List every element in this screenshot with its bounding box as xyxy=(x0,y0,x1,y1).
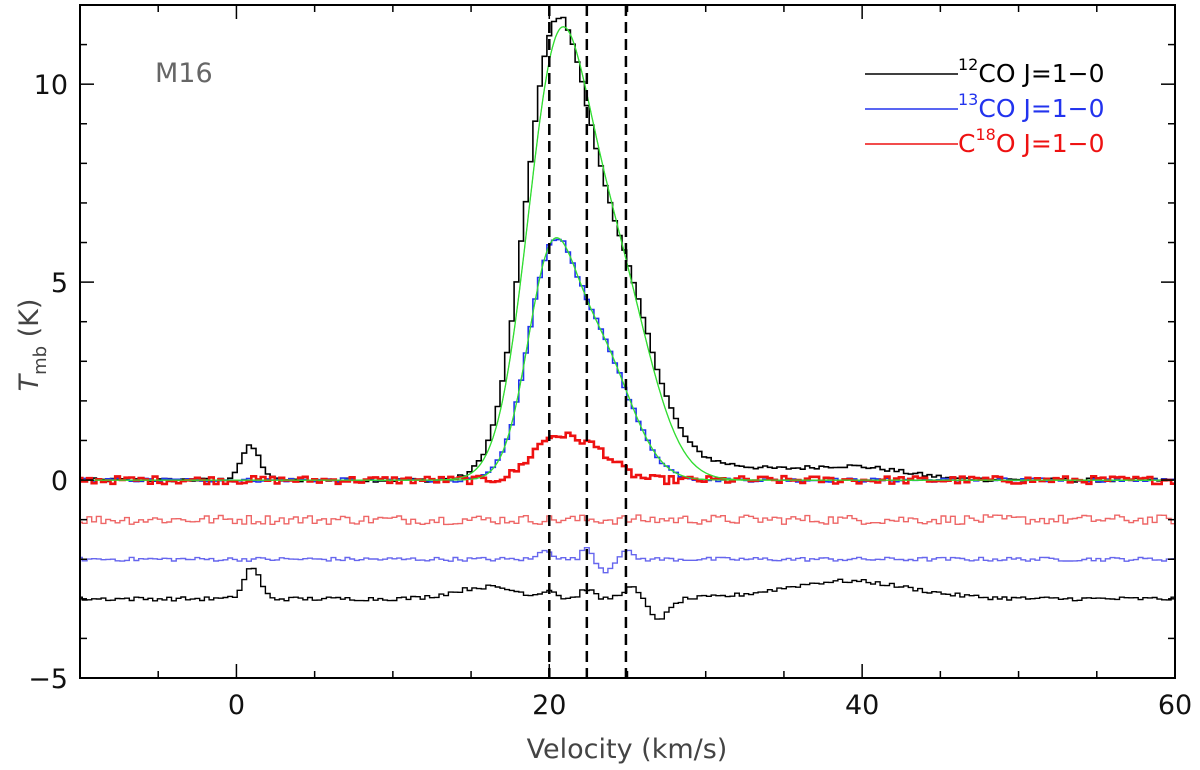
legend-entry: C18O J=1−0 xyxy=(958,125,1105,158)
y-tick-label: 0 xyxy=(51,466,68,497)
legend-entry: 12CO J=1−0 xyxy=(958,55,1105,88)
y-axis-title: Tmb (K) xyxy=(14,299,51,392)
y-tick-label: −5 xyxy=(28,664,68,695)
fit-curve-3 xyxy=(80,237,1174,481)
x-tick-label: 40 xyxy=(845,690,879,721)
y-tick-label: 5 xyxy=(51,268,68,299)
residual-7 xyxy=(80,567,1175,620)
fit-overlay-3 xyxy=(80,237,1174,481)
residual-5 xyxy=(80,514,1175,526)
y-axis-subscript: mb xyxy=(30,346,51,375)
x-tick-label: 20 xyxy=(532,690,566,721)
svg-text:Tmb (K): Tmb (K) xyxy=(14,299,51,392)
source-label: M16 xyxy=(155,58,213,89)
spectrum-1 xyxy=(80,238,1175,483)
x-axis-title: Velocity (km/s) xyxy=(527,734,728,765)
axis-ticks xyxy=(79,4,1176,679)
y-axis-symbol: T xyxy=(14,372,45,391)
legend-entry: 13CO J=1−0 xyxy=(958,90,1105,123)
y-axis-unit: (K) xyxy=(14,299,45,346)
x-tick-label: 60 xyxy=(1158,690,1192,721)
x-tick-label: 0 xyxy=(228,690,245,721)
residual-6 xyxy=(80,547,1175,574)
y-tick-label: 10 xyxy=(34,70,68,101)
spectrum-2 xyxy=(80,431,1175,486)
